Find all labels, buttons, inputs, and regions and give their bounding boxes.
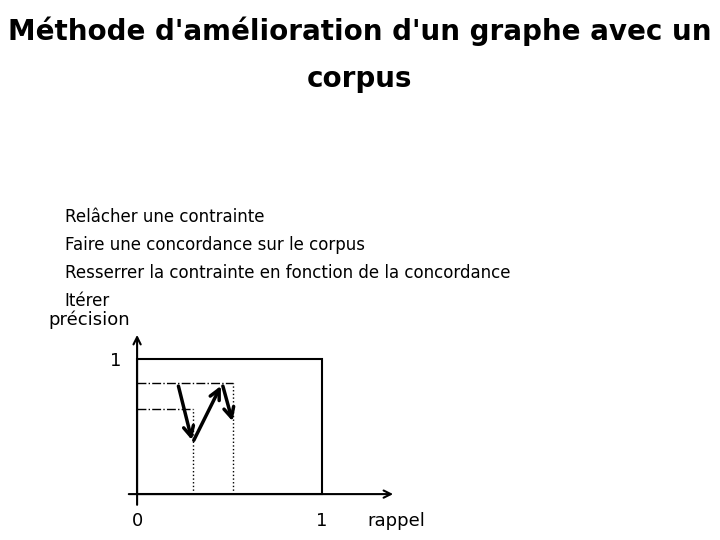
Text: Méthode d'amélioration d'un graphe avec un: Méthode d'amélioration d'un graphe avec …: [8, 16, 712, 46]
Text: Faire une concordance sur le corpus: Faire une concordance sur le corpus: [65, 236, 365, 254]
Text: Relâcher une contrainte: Relâcher une contrainte: [65, 208, 264, 226]
Text: précision: précision: [48, 311, 130, 329]
Text: rappel: rappel: [367, 512, 425, 530]
Bar: [137, 359, 322, 494]
Text: Resserrer la contrainte en fonction de la concordance: Resserrer la contrainte en fonction de l…: [65, 264, 510, 282]
Text: Itérer: Itérer: [65, 292, 110, 310]
Text: corpus: corpus: [307, 65, 413, 93]
